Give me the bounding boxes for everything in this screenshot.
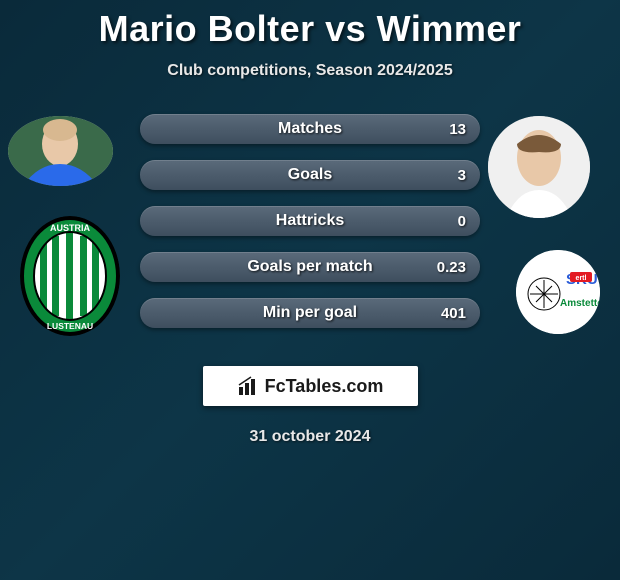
svg-text:Amstetten: Amstetten <box>560 298 600 309</box>
chart-icon <box>237 375 259 397</box>
main-area: AUSTRIA LUSTENAU SKU ertl Amstetten Matc… <box>0 108 620 358</box>
stat-p2-value: 13 <box>449 121 466 138</box>
svg-text:AUSTRIA: AUSTRIA <box>50 223 90 233</box>
stat-p2-value: 0.23 <box>437 259 466 276</box>
brand-text: FcTables.com <box>265 376 384 397</box>
comparison-card: Mario Bolter vs Wimmer Club competitions… <box>0 0 620 446</box>
club2-logo: SKU ertl Amstetten <box>516 250 600 334</box>
stat-p2-value: 3 <box>458 167 466 184</box>
svg-text:ertl: ertl <box>576 275 587 282</box>
stat-label: Matches <box>278 120 342 138</box>
stat-p2-value: 401 <box>441 305 466 322</box>
page-title: Mario Bolter vs Wimmer <box>0 8 620 50</box>
club1-logo: AUSTRIA LUSTENAU <box>20 216 120 336</box>
stat-row-goals: Goals 3 <box>140 160 480 190</box>
player2-avatar <box>488 116 590 218</box>
stat-label: Min per goal <box>263 304 357 322</box>
stat-label: Hattricks <box>276 212 344 230</box>
stat-row-hattricks: Hattricks 0 <box>140 206 480 236</box>
stat-row-gpm: Goals per match 0.23 <box>140 252 480 282</box>
stats-list: Matches 13 Goals 3 Hattricks 0 Goals per… <box>140 114 480 344</box>
date-text: 31 october 2024 <box>0 428 620 446</box>
svg-text:LUSTENAU: LUSTENAU <box>47 321 93 331</box>
subtitle: Club competitions, Season 2024/2025 <box>0 62 620 80</box>
player1-avatar <box>8 116 113 186</box>
stat-p2-value: 0 <box>458 213 466 230</box>
stat-label: Goals <box>288 166 332 184</box>
stat-label: Goals per match <box>247 258 372 276</box>
brand-badge: FcTables.com <box>203 366 418 406</box>
stat-row-mpg: Min per goal 401 <box>140 298 480 328</box>
stat-row-matches: Matches 13 <box>140 114 480 144</box>
